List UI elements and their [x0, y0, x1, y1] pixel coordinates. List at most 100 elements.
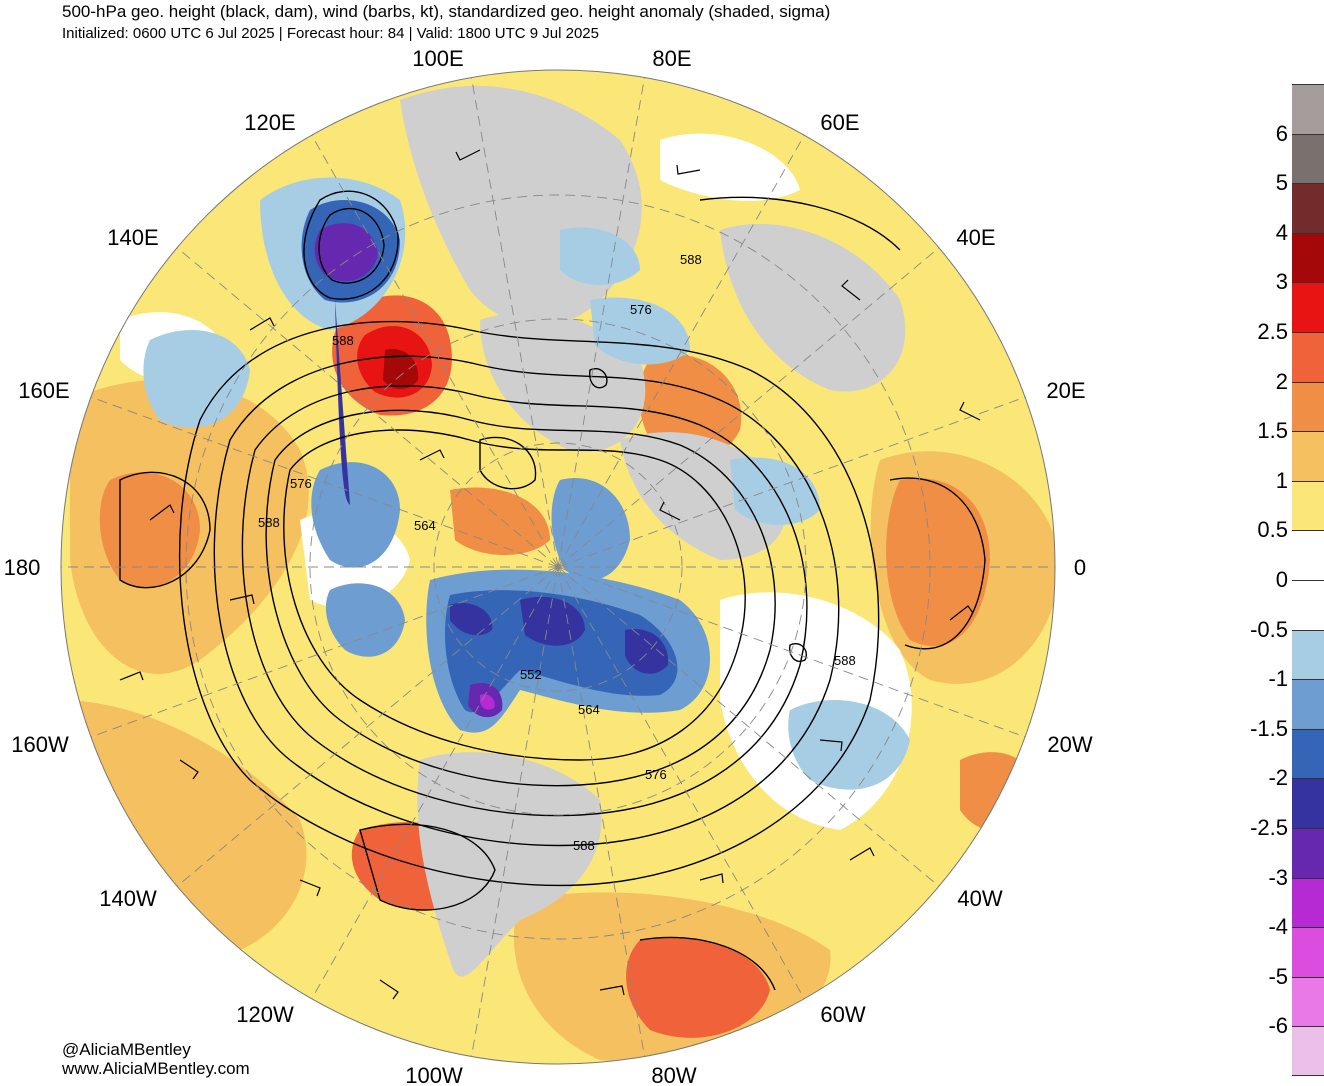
credit-website: www.AliciaMBentley.com — [62, 1059, 250, 1078]
lon-label-20w: 20W — [1047, 732, 1092, 757]
colorbar-label: 3 — [1275, 269, 1288, 295]
anomaly-shade — [626, 937, 770, 1038]
lon-label-0: 0 — [1074, 555, 1086, 580]
anomaly-shade — [551, 478, 630, 580]
colorbar-segment — [1292, 183, 1324, 233]
lon-label-80w: 80W — [651, 1063, 696, 1086]
anomaly-shade — [383, 349, 419, 389]
lon-label-140w: 140W — [99, 886, 157, 911]
anomaly-shade — [325, 583, 405, 657]
colorbar-segment — [1292, 480, 1324, 531]
contour-labels: 588 576 564 552 588 576 588 576 564 576 … — [258, 252, 856, 853]
colorbar-label: -2.5 — [1250, 815, 1288, 840]
anomaly-shade — [960, 752, 1040, 832]
lon-label-40e: 40E — [956, 225, 995, 250]
anomaly-shade — [143, 330, 250, 428]
colorbar-segment — [1292, 133, 1324, 184]
lon-label-40w: 40W — [957, 886, 1002, 911]
contour-label: 564 — [414, 518, 436, 533]
contour-label: 564 — [578, 702, 600, 717]
colorbar-label: -2 — [1268, 765, 1288, 791]
colorbar-label: 5 — [1275, 170, 1288, 196]
lon-label-140e: 140E — [107, 225, 158, 250]
lon-label-20e: 20E — [1046, 378, 1085, 403]
contour-label: 588 — [834, 653, 856, 668]
anomaly-shade — [99, 472, 200, 588]
lon-label-120w: 120W — [236, 1002, 294, 1027]
graticule — [61, 74, 1055, 1060]
longitude-labels: 100E 80E 120E 60E 140E 40E 160E 20E 180 … — [4, 46, 1093, 1086]
colorbar-segment — [1292, 1026, 1324, 1076]
colorbar-segment — [1292, 232, 1324, 283]
colorbar-label: 6 — [1275, 120, 1288, 146]
colorbar-segment — [1292, 381, 1324, 432]
colorbar-segment — [1292, 331, 1324, 382]
anomaly-shade — [314, 223, 378, 282]
anomaly-shade — [480, 694, 495, 710]
anomaly-shade — [625, 629, 669, 674]
land-mask — [417, 752, 602, 977]
lon-label-100e: 100E — [412, 46, 463, 71]
anomaly-shade — [335, 300, 350, 505]
colorbar-segment — [1292, 431, 1324, 481]
colorbar-segment — [1292, 84, 1324, 134]
colorbar-label: 1.5 — [1257, 418, 1288, 444]
anomaly-shade — [660, 133, 800, 201]
colorbar-label: -4 — [1268, 914, 1288, 940]
colorbar-label: -0.5 — [1250, 616, 1288, 642]
lon-label-60e: 60E — [820, 110, 859, 135]
height-contours — [119, 190, 986, 991]
colorbar — [1292, 84, 1324, 1076]
colorbar-label: -6 — [1268, 1013, 1288, 1039]
contour-label: 576 — [290, 476, 312, 491]
colorbar-segment — [1292, 530, 1324, 580]
colorbar-segment — [1292, 629, 1324, 680]
anomaly-shade — [560, 227, 640, 285]
colorbar-label: 2 — [1275, 368, 1288, 394]
lon-label-160e: 160E — [18, 378, 69, 403]
colorbar-label: -1 — [1268, 666, 1288, 692]
colorbar-segment — [1292, 728, 1324, 779]
contour-label: 576 — [630, 302, 652, 317]
colorbar-label: 4 — [1275, 219, 1288, 245]
lon-label-180: 180 — [4, 555, 41, 580]
land-mask — [720, 223, 906, 392]
colorbar-segment — [1292, 778, 1324, 828]
anomaly-shade — [450, 487, 550, 555]
colorbar-label: 0.5 — [1257, 517, 1288, 543]
anomaly-shade — [445, 590, 678, 713]
chart-subtitle: Initialized: 0600 UTC 6 Jul 2025 | Forec… — [62, 25, 599, 42]
map-boundary — [60, 69, 1056, 1065]
lon-label-60w: 60W — [820, 1002, 865, 1027]
colorbar-label: -5 — [1268, 963, 1288, 989]
wind-barbs — [119, 149, 981, 1000]
contour-label: 576 — [645, 767, 667, 782]
anomaly-shade — [450, 602, 493, 636]
chart-title: 500-hPa geo. height (black, dam), wind (… — [62, 2, 831, 21]
colorbar-label: -3 — [1268, 864, 1288, 890]
lon-label-120e: 120E — [244, 110, 295, 135]
lon-label-160w: 160W — [11, 732, 69, 757]
colorbar-segment — [1292, 679, 1324, 729]
contour-label: 588 — [258, 515, 280, 530]
colorbar-segment — [1292, 827, 1324, 878]
colorbar-segment — [1292, 282, 1324, 332]
anomaly-shade — [311, 462, 400, 568]
colorbar-label: -1.5 — [1250, 715, 1288, 741]
colorbar-label: 1 — [1275, 467, 1288, 493]
contour-label: 552 — [520, 667, 542, 682]
credit-handle: @AliciaMBentley — [62, 1040, 191, 1059]
colorbar-segment — [1292, 976, 1324, 1027]
contour-label: 588 — [680, 252, 702, 267]
colorbar-label: 2.5 — [1257, 319, 1288, 344]
lon-label-100w: 100W — [405, 1063, 463, 1086]
colorbar-segment — [1292, 877, 1324, 928]
anomaly-shade — [520, 596, 585, 646]
colorbar-segment — [1292, 579, 1324, 630]
colorbar-segment — [1292, 927, 1324, 977]
lon-label-80e: 80E — [652, 46, 691, 71]
contour-label: 588 — [332, 333, 354, 348]
anomaly-shade — [886, 478, 990, 647]
